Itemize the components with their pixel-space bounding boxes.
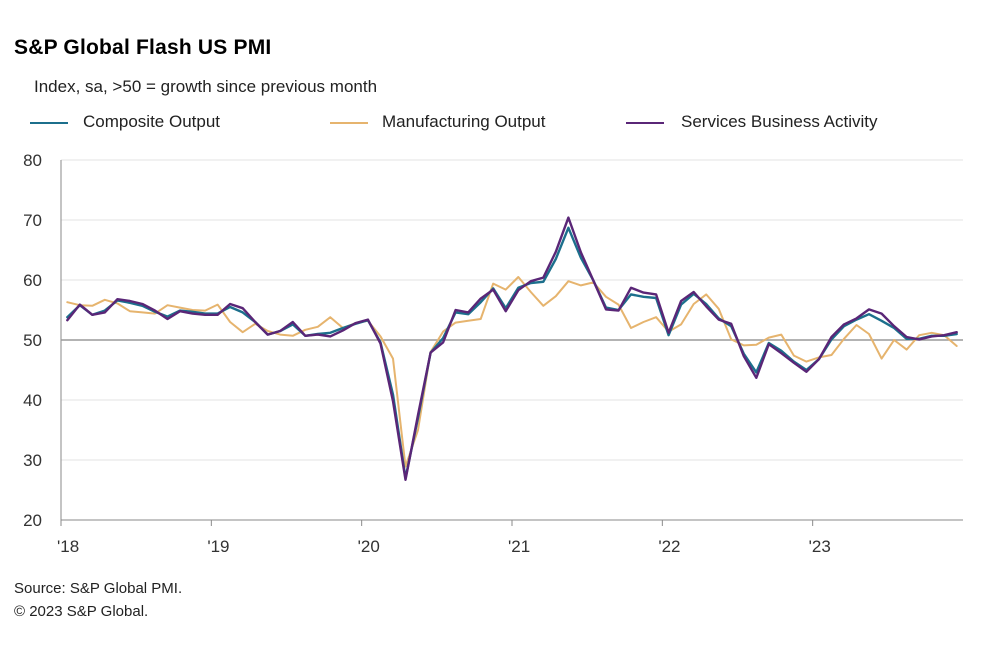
x-tick-label: '20 — [358, 537, 380, 556]
legend-label-services: Services Business Activity — [681, 112, 878, 131]
x-tick-label: '22 — [658, 537, 680, 556]
legend-swatch-manufacturing — [330, 122, 368, 124]
series-manufacturing-output — [66, 276, 958, 468]
chart-footer: Source: S&P Global PMI. © 2023 S&P Globa… — [14, 577, 182, 623]
x-tick-label: '18 — [57, 537, 79, 556]
series-services-business-activity — [66, 216, 958, 481]
chart-title: S&P Global Flash US PMI — [14, 36, 272, 59]
x-tick-label: '23 — [809, 537, 831, 556]
legend-swatch-composite — [30, 122, 68, 124]
y-tick-label: 40 — [23, 391, 42, 410]
legend-label-composite: Composite Output — [83, 112, 221, 131]
source-note: Source: S&P Global PMI. — [14, 580, 183, 597]
y-tick-label: 50 — [23, 331, 42, 350]
copyright-note: © 2023 S&P Global. — [14, 603, 149, 620]
legend-label-manufacturing: Manufacturing Output — [382, 112, 546, 131]
y-tick-label: 70 — [23, 211, 42, 230]
x-tick-label: '21 — [508, 537, 530, 556]
chart-subtitle: Index, sa, >50 = growth since previous m… — [34, 77, 378, 96]
y-tick-label: 30 — [23, 451, 42, 470]
y-tick-label: 80 — [23, 151, 42, 170]
x-tick-label: '19 — [207, 537, 229, 556]
pmi-line-chart: 20 30 40 50 60 70 80 '18 '19 '20 '21 '22 '23 — [23, 151, 963, 556]
y-tick-label: 60 — [23, 271, 42, 290]
y-tick-label: 20 — [23, 511, 42, 530]
legend-swatch-services — [626, 122, 664, 124]
